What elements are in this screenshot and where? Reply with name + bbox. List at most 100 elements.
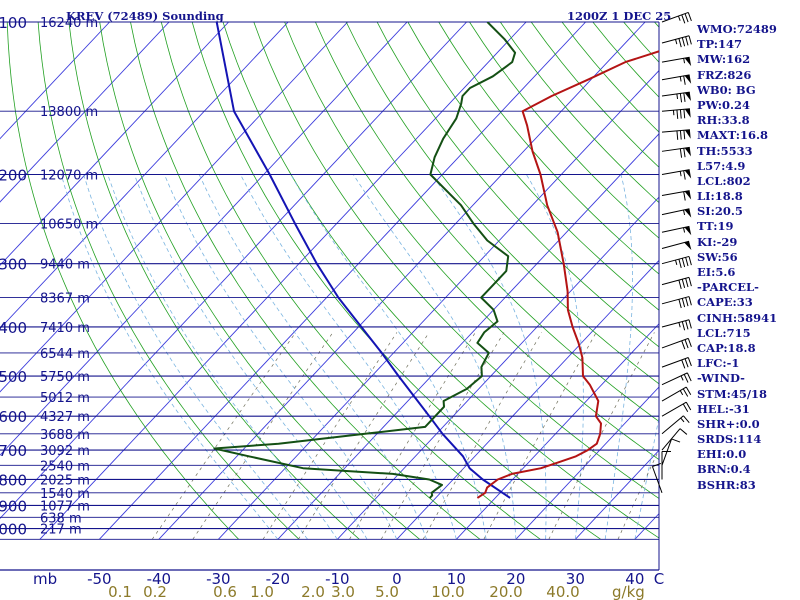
index-value: TH:5533 bbox=[697, 143, 753, 158]
barb-half-feather bbox=[675, 39, 678, 45]
index-value: BRN:0.4 bbox=[697, 462, 751, 477]
height-label: 1540 m bbox=[40, 487, 90, 502]
barb-staff bbox=[661, 386, 687, 402]
barb-feather bbox=[676, 130, 679, 140]
moist-adiabat bbox=[60, 174, 279, 540]
barb-flag bbox=[684, 129, 691, 139]
wind-barb bbox=[661, 91, 691, 103]
sounding-profiles bbox=[213, 22, 659, 499]
temperature-label: 20 bbox=[506, 570, 525, 588]
height-label: 10650 m bbox=[40, 218, 98, 233]
background-grid bbox=[0, 22, 659, 540]
barb-feather bbox=[678, 299, 682, 309]
barb-flag bbox=[684, 169, 692, 179]
isotherm-line bbox=[0, 22, 170, 203]
moist-adiabat bbox=[164, 174, 398, 540]
mixing-ratio-label: 20.0 bbox=[489, 583, 522, 600]
mixing-ratio-label: 0.1 bbox=[108, 583, 132, 600]
barb-feather bbox=[688, 319, 692, 329]
temperature-label: 30 bbox=[566, 570, 585, 588]
dry-adiabat bbox=[376, 22, 659, 348]
barb-feather bbox=[686, 372, 692, 382]
barb-feather bbox=[679, 130, 682, 140]
pressure-label: 600 bbox=[0, 408, 27, 426]
moist-adiabat bbox=[290, 174, 487, 540]
barb-feather bbox=[683, 148, 686, 158]
barb-feather bbox=[688, 35, 692, 45]
barb-staff bbox=[661, 337, 689, 349]
moist-adiabat bbox=[134, 174, 368, 540]
barb-feather bbox=[679, 109, 682, 119]
barb-feather bbox=[683, 191, 686, 201]
isotherm-line bbox=[0, 22, 408, 456]
moist-adiabat bbox=[83, 174, 308, 540]
barb-feather bbox=[679, 428, 688, 435]
barb-feather bbox=[684, 358, 689, 368]
temperature-label: -50 bbox=[87, 570, 112, 588]
pressure-label: 500 bbox=[0, 368, 27, 386]
barb-feather bbox=[683, 75, 686, 85]
wind-barb bbox=[661, 255, 692, 268]
barb-feather bbox=[683, 170, 686, 180]
isotherm-line bbox=[456, 323, 659, 540]
index-value: LFC:-1 bbox=[697, 356, 740, 371]
indices-panel: WMO:72489 TP:147 MW:162 FRZ:826 WB0: BG PW:0.… bbox=[697, 22, 800, 493]
barb-feather bbox=[681, 37, 686, 47]
index-value: MAXT:16.8 bbox=[697, 128, 768, 143]
mixing-ratio-label: 2.0 bbox=[301, 583, 325, 600]
mixing-ratio-label: 1.0 bbox=[250, 583, 274, 600]
dry-adiabat bbox=[6, 22, 239, 540]
mixing-ratio-label: 0.6 bbox=[213, 583, 237, 600]
index-value: LCL:802 bbox=[697, 173, 751, 188]
pressure-label: 300 bbox=[0, 256, 27, 274]
wind-barb bbox=[661, 319, 692, 331]
index-value: SHR+:0.0 bbox=[697, 416, 760, 431]
index-value: PW:0.24 bbox=[697, 97, 751, 112]
dry-adiabat bbox=[284, 22, 659, 461]
index-value: EI:5.6 bbox=[697, 265, 736, 279]
barb-feather bbox=[681, 258, 686, 268]
temperature-unit-label: C bbox=[654, 570, 664, 588]
dry-adiabat bbox=[253, 22, 659, 499]
index-value: WMO:72489 bbox=[697, 22, 777, 36]
barb-half-feather bbox=[679, 171, 682, 177]
dry-adiabat bbox=[99, 22, 420, 540]
barb-feather bbox=[678, 259, 682, 268]
dry-adiabat bbox=[469, 22, 659, 239]
height-label: 2540 m bbox=[40, 459, 90, 474]
index-value: L57:4.9 bbox=[697, 158, 746, 173]
barb-feather bbox=[681, 340, 686, 350]
barb-staff bbox=[661, 91, 690, 97]
height-label: 4327 m bbox=[40, 410, 90, 425]
wind-barb bbox=[661, 296, 692, 309]
mixing-ratio-label: 40.0 bbox=[546, 583, 579, 600]
barb-feather bbox=[685, 401, 692, 411]
barb-feather bbox=[682, 388, 689, 397]
barb-feather bbox=[688, 256, 692, 266]
index-value: -PARCEL- bbox=[697, 280, 759, 295]
dry-adiabat bbox=[315, 22, 659, 422]
index-value: EHI:0.0 bbox=[697, 447, 747, 462]
barb-staff bbox=[651, 466, 663, 493]
barb-staff bbox=[661, 35, 690, 44]
wind-barb bbox=[661, 74, 692, 85]
index-value: KI:-29 bbox=[697, 234, 738, 249]
barb-feather bbox=[685, 278, 689, 288]
isotherm-line bbox=[39, 22, 527, 540]
index-value: FRZ:826 bbox=[697, 67, 752, 82]
barb-staff bbox=[661, 208, 690, 216]
barb-flag bbox=[684, 226, 692, 236]
mixing-ratio-line bbox=[349, 332, 476, 540]
barb-staff bbox=[661, 169, 690, 175]
wind-barb bbox=[661, 208, 692, 218]
barb-staff bbox=[661, 190, 690, 196]
isotherm-line bbox=[396, 259, 659, 540]
dry-adiabat bbox=[37, 22, 300, 540]
height-label: 16240 m bbox=[40, 16, 98, 31]
index-value: LI:18.8 bbox=[697, 189, 743, 204]
moist-adiabat bbox=[431, 174, 547, 540]
barb-feather bbox=[676, 109, 679, 119]
mixing-ratio-line bbox=[298, 332, 430, 540]
barb-staff bbox=[661, 357, 689, 368]
dewpoint-trace bbox=[213, 22, 517, 499]
